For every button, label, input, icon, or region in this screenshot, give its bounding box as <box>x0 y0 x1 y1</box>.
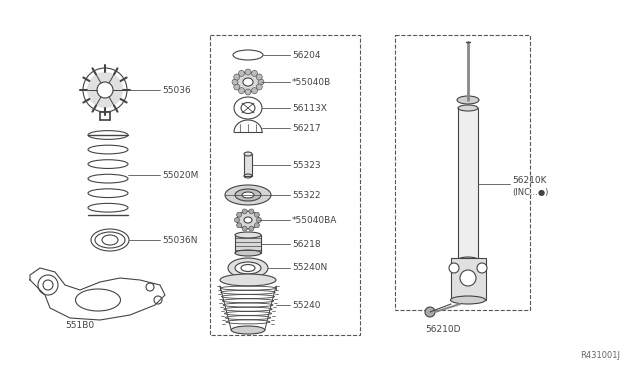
Text: (INC...●): (INC...●) <box>512 187 548 196</box>
Text: 56218: 56218 <box>292 240 321 248</box>
Text: R431001J: R431001J <box>580 351 620 360</box>
Ellipse shape <box>451 296 486 304</box>
Circle shape <box>252 70 257 76</box>
Ellipse shape <box>241 264 255 272</box>
Text: 56204: 56204 <box>292 51 321 60</box>
Circle shape <box>249 226 254 231</box>
Ellipse shape <box>220 274 276 286</box>
Circle shape <box>460 270 476 286</box>
Circle shape <box>242 209 247 214</box>
Text: 55036: 55036 <box>162 86 191 94</box>
Ellipse shape <box>225 185 271 205</box>
Bar <box>458 108 478 260</box>
Circle shape <box>254 223 259 228</box>
Text: 55240N: 55240N <box>292 263 327 273</box>
Text: 551B0: 551B0 <box>65 321 94 330</box>
Circle shape <box>87 72 123 108</box>
Ellipse shape <box>235 250 261 256</box>
Ellipse shape <box>235 232 261 238</box>
Ellipse shape <box>244 217 252 223</box>
Circle shape <box>97 82 113 98</box>
Bar <box>210 35 360 335</box>
Ellipse shape <box>237 211 259 229</box>
Circle shape <box>256 74 262 80</box>
Ellipse shape <box>235 189 261 201</box>
Ellipse shape <box>242 192 254 198</box>
Text: 56210K: 56210K <box>512 176 547 185</box>
Circle shape <box>237 223 242 228</box>
Ellipse shape <box>458 105 478 111</box>
Text: 56210D: 56210D <box>425 326 461 334</box>
Circle shape <box>239 70 244 76</box>
Text: 55240: 55240 <box>292 301 321 310</box>
Circle shape <box>245 89 251 95</box>
Ellipse shape <box>244 152 252 156</box>
Bar <box>395 35 530 310</box>
Ellipse shape <box>235 262 261 274</box>
Circle shape <box>234 84 240 90</box>
Circle shape <box>254 212 259 217</box>
Ellipse shape <box>231 326 265 334</box>
Bar <box>244 154 252 176</box>
Circle shape <box>234 218 239 222</box>
Ellipse shape <box>457 96 479 104</box>
Circle shape <box>477 263 487 273</box>
Circle shape <box>242 226 247 231</box>
Bar <box>235 235 261 253</box>
Circle shape <box>252 88 257 94</box>
Text: *55040BA: *55040BA <box>292 215 337 224</box>
Ellipse shape <box>243 78 253 86</box>
Text: 56217: 56217 <box>292 124 321 132</box>
Circle shape <box>425 307 435 317</box>
Text: *55040B: *55040B <box>292 77 332 87</box>
Text: 55323: 55323 <box>292 160 321 170</box>
Circle shape <box>249 209 254 214</box>
Circle shape <box>237 212 242 217</box>
Circle shape <box>258 79 264 85</box>
Bar <box>451 258 486 300</box>
Circle shape <box>232 79 238 85</box>
Text: 56113X: 56113X <box>292 103 327 112</box>
Circle shape <box>245 69 251 75</box>
Circle shape <box>234 74 240 80</box>
Circle shape <box>257 218 262 222</box>
Text: 55322: 55322 <box>292 190 321 199</box>
Circle shape <box>449 263 459 273</box>
Ellipse shape <box>235 72 261 92</box>
Circle shape <box>256 84 262 90</box>
Ellipse shape <box>458 257 478 263</box>
Circle shape <box>239 88 244 94</box>
Text: 55020M: 55020M <box>162 170 198 180</box>
Text: 55036N: 55036N <box>162 235 198 244</box>
Ellipse shape <box>228 258 268 278</box>
